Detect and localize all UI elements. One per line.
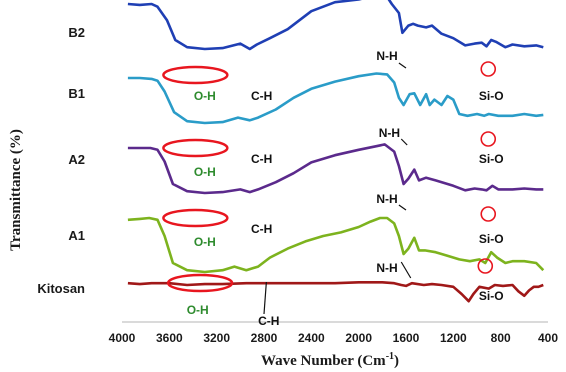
series-label-a1: A1 — [68, 228, 85, 243]
series-line-a2 — [127, 143, 544, 195]
x-axis-label: Wave Number (Cm-1) — [261, 351, 399, 369]
series-b2: B2 — [68, 0, 544, 51]
series-b1: B1 — [68, 72, 544, 125]
sio-circle-b2 — [480, 61, 497, 77]
x-axis-label-superscript: -1 — [386, 351, 394, 362]
annotation-si-o-a2: Si-O — [479, 232, 504, 246]
annotation-leader-b1 — [400, 138, 408, 146]
oh-ellipse-a2 — [162, 208, 229, 228]
x-tick-label-3600: 3600 — [156, 331, 183, 345]
series-label-kitosan: Kitosan — [37, 281, 85, 296]
annotation-n-h-b2: N-H — [376, 49, 397, 63]
annotation-oh-a2: O-H — [194, 235, 216, 249]
x-axis-label-end: ) — [394, 353, 399, 369]
x-tick-label-2000: 2000 — [345, 331, 372, 345]
oh-ellipse-b1 — [162, 138, 229, 158]
annotation-oh-b1: O-H — [194, 165, 216, 179]
y-axis-title: Transmittance (%) — [8, 129, 24, 251]
oh-ellipse-b2 — [162, 65, 229, 85]
series-label-b1: B1 — [68, 86, 85, 101]
annotation-n-h-a2: N-H — [376, 192, 397, 206]
annotation-oh-b2: O-H — [194, 89, 216, 103]
x-tick-label-400: 400 — [538, 331, 558, 345]
annotation-si-o-b2: Si-O — [479, 89, 504, 103]
oh-ellipse-kitosan — [166, 273, 234, 293]
annotation-c-h-kitosan: C-H — [258, 314, 279, 328]
annotation-leader-a2 — [398, 204, 407, 211]
series-label-b2: B2 — [68, 25, 85, 40]
annotation-c-h-b1: C-H — [251, 152, 272, 166]
series-line-b2 — [127, 0, 544, 51]
series-line-kitosan — [127, 281, 544, 303]
y-axis-label: Transmittance (%) — [8, 129, 24, 251]
annotation-layer: N-H C-H Si-O O-H N-H C-H Si-O O-H N-H C-H Si-O O-H N… — [162, 49, 504, 328]
x-tick-label-2400: 2400 — [298, 331, 325, 345]
x-tick-label-1600: 1600 — [393, 331, 420, 345]
annotation-si-o-b1: Si-O — [479, 152, 504, 166]
series-label-a2: A2 — [68, 152, 85, 167]
x-tick-label-4000: 4000 — [109, 331, 136, 345]
x-axis-title: Wave Number (Cm-1) — [261, 351, 399, 369]
series-a2: A2 — [68, 143, 544, 195]
annotation-o-h-kitosan: O-H — [187, 303, 209, 317]
annotation-n-h-a1: N-H — [376, 261, 397, 275]
series-kitosan: Kitosan — [37, 281, 544, 303]
x-tick-label-800: 800 — [491, 331, 511, 345]
annotation-c-h-b2: C-H — [251, 89, 272, 103]
sio-circle-a2 — [480, 206, 497, 222]
annotation-c-h-a2: C-H — [251, 222, 272, 236]
sio-circle-a1 — [477, 258, 494, 274]
annotation-leader-ch-kitosan — [263, 281, 267, 315]
x-tick-label-2800: 2800 — [251, 331, 278, 345]
annotation-si-o-a1: Si-O — [479, 289, 504, 303]
sio-circle-b1 — [480, 131, 497, 147]
x-axis-label-main: Wave Number (Cm — [261, 353, 386, 369]
annotation-leader-a1 — [400, 261, 412, 279]
x-tick-label-3200: 3200 — [203, 331, 230, 345]
series-a1: A1 — [68, 216, 545, 274]
annotation-n-h-b1: N-H — [379, 126, 400, 140]
series-layer: B2 B1 A2 A1 Kitosan — [37, 0, 545, 303]
x-axis-ticks: 4000 3600 3200 2800 2400 2000 1600 1200 800 400 — [109, 331, 559, 345]
series-line-b1 — [127, 72, 544, 125]
annotation-leader-b2 — [398, 62, 407, 69]
x-tick-label-1200: 1200 — [440, 331, 467, 345]
